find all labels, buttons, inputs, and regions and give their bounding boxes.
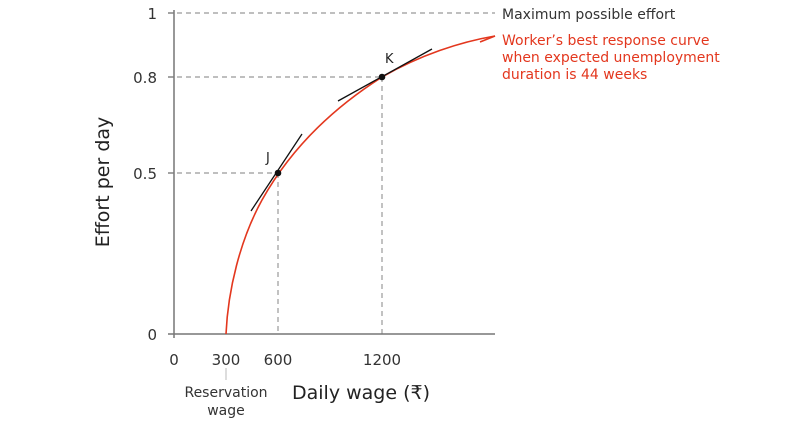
x-tick-0: 0: [169, 351, 179, 369]
best-response-curve: [225, 35, 496, 335]
y-axis-title: Effort per day: [92, 117, 114, 248]
curve-label-3: duration is 44 weeks: [502, 67, 647, 83]
point-j-label: J: [265, 151, 270, 166]
x-axis-title: Daily wage (₹): [292, 382, 430, 404]
y-tick-0: 0: [147, 326, 157, 344]
reservation-wage-label-1: Reservation: [184, 385, 267, 401]
max-effort-label: Maximum possible effort: [502, 7, 676, 23]
tangent-k: [337, 48, 433, 102]
y-tick-05: 0.5: [133, 165, 157, 183]
point-k: [378, 73, 386, 81]
point-k-label: K: [385, 52, 394, 67]
curve-label-1: Worker’s best response curve: [502, 33, 710, 49]
y-tick-08: 0.8: [133, 69, 157, 87]
x-tick-600: 600: [264, 351, 293, 369]
x-tick-300: 300: [212, 351, 241, 369]
point-j: [274, 169, 282, 177]
curve-label-2: when expected unemployment: [502, 50, 720, 66]
legend-curve-swatch: [479, 35, 496, 43]
reservation-wage-label-2: wage: [207, 403, 245, 419]
y-tick-1: 1: [147, 5, 157, 23]
x-tick-1200: 1200: [363, 351, 401, 369]
